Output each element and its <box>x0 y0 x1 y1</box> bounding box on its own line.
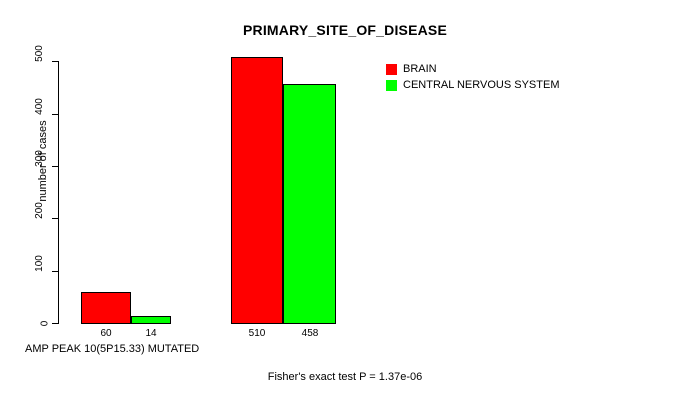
bar-value-label-group-1-cns: 14 <box>145 328 157 339</box>
y-tick-0 <box>52 323 58 324</box>
legend-label-central-nervous-system: CENTRAL NERVOUS SYSTEM <box>403 79 560 91</box>
chart-title: PRIMARY_SITE_OF_DISEASE <box>242 22 448 38</box>
bar-value-label-group-2-cns: 458 <box>301 328 319 339</box>
legend: BRAIN CENTRAL NERVOUS SYSTEM <box>386 62 559 94</box>
bar-group-1-central-nervous-system[interactable] <box>131 316 171 324</box>
y-axis-line <box>58 61 59 324</box>
legend-item-brain[interactable]: BRAIN <box>386 62 559 77</box>
y-tick-200 <box>52 218 58 219</box>
bar-group-2-central-nervous-system[interactable] <box>283 84 336 324</box>
y-tick-label-100-wrap: 100 <box>0 255 48 272</box>
x-axis-title: AMP PEAK 10(5P15.33) MUTATED <box>25 343 200 355</box>
y-tick-label-0-wrap: 0 <box>0 318 51 329</box>
y-axis-title: number of cases <box>37 120 49 202</box>
y-tick-label-100: 100 <box>34 255 46 272</box>
bar-group-2-brain[interactable] <box>231 57 283 324</box>
bar-group-1-brain[interactable] <box>81 292 131 324</box>
y-tick-400 <box>52 114 58 115</box>
y-tick-label-500-wrap: 500 <box>0 45 48 62</box>
y-tick-label-0: 0 <box>39 320 51 327</box>
legend-swatch-central-nervous-system-icon <box>386 80 397 91</box>
bar-value-label-group-2-brain: 510 <box>248 328 266 339</box>
y-tick-300 <box>52 166 58 167</box>
bar-value-label-group-1-brain: 60 <box>100 328 112 339</box>
y-tick-100 <box>52 271 58 272</box>
legend-label-brain: BRAIN <box>403 63 437 75</box>
y-tick-500 <box>52 61 58 62</box>
y-tick-label-500: 500 <box>34 45 46 62</box>
legend-item-central-nervous-system[interactable]: CENTRAL NERVOUS SYSTEM <box>386 78 559 93</box>
legend-swatch-brain-icon <box>386 64 397 75</box>
statistical-test-annotation: Fisher's exact test P = 1.37e-06 <box>267 371 423 383</box>
